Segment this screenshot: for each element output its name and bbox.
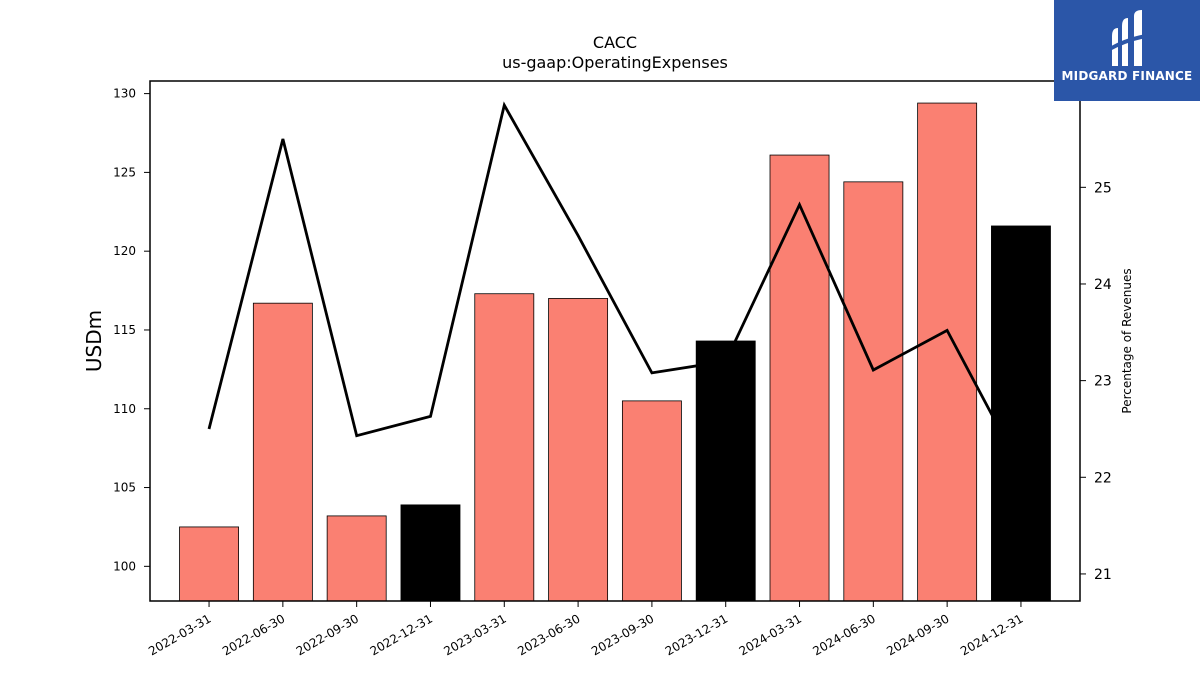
bar-2024-06-30 — [843, 181, 904, 602]
percentage-line — [207, 101, 1023, 471]
bar-2022-09-30 — [326, 515, 387, 602]
x-tick-label: 2024-03-31 — [737, 611, 804, 658]
x-tick-label: 2022-12-31 — [368, 611, 435, 658]
x-tick-label: 2024-06-30 — [810, 611, 877, 658]
bar-2023-06-30 — [548, 298, 609, 602]
bar-2024-12-31 — [991, 225, 1051, 602]
x-tick-label: 2022-06-30 — [220, 611, 287, 658]
x-tick-label: 2024-12-31 — [958, 611, 1025, 658]
bar-2022-03-31 — [179, 526, 239, 602]
x-tick-label: 2023-03-31 — [441, 611, 508, 658]
y-axis-label: USDm — [82, 310, 106, 372]
y-tick-label: 130 — [113, 87, 136, 101]
x-tick-label: 2022-03-31 — [146, 611, 213, 658]
y2-tick-label: 22 — [1094, 470, 1112, 486]
x-tick-label: 2024-09-30 — [884, 611, 951, 658]
bar-2023-03-31 — [474, 293, 535, 602]
chart-title: CACC — [593, 33, 637, 52]
y-tick-label: 105 — [113, 481, 136, 495]
bar-2023-09-30 — [621, 400, 682, 602]
x-tick-label: 2023-12-31 — [663, 611, 730, 658]
midgard-finance-logo: MIDGARD FINANCE — [1054, 0, 1200, 101]
y2-tick-label: 24 — [1094, 277, 1112, 293]
bar-2023-12-31 — [695, 340, 756, 602]
y2-tick-label: 25 — [1094, 180, 1112, 196]
x-tick-label: 2023-06-30 — [515, 611, 582, 658]
logo-text: MIDGARD FINANCE — [1061, 69, 1193, 83]
x-tick-label: 2023-09-30 — [589, 611, 656, 658]
y-tick-label: 100 — [113, 559, 136, 573]
y2-tick-label: 23 — [1094, 374, 1112, 390]
y2-axis-label: Percentage of Revenues — [1120, 268, 1134, 413]
bar-2024-03-31 — [769, 154, 830, 602]
bar-2022-06-30 — [252, 302, 313, 602]
y-tick-label: 110 — [113, 402, 136, 416]
midgard-logo-icon — [1108, 10, 1146, 66]
bar-2022-12-31 — [400, 504, 461, 602]
x-tick-label: 2022-09-30 — [294, 611, 361, 658]
y2-tick-label: 21 — [1094, 567, 1112, 583]
y-tick-label: 115 — [113, 323, 136, 337]
bar-2024-09-30 — [917, 102, 978, 602]
chart-subtitle: us-gaap:OperatingExpenses — [502, 53, 728, 72]
y-tick-label: 125 — [113, 165, 136, 179]
y-tick-label: 120 — [113, 244, 136, 258]
plot-frame — [149, 80, 1081, 602]
